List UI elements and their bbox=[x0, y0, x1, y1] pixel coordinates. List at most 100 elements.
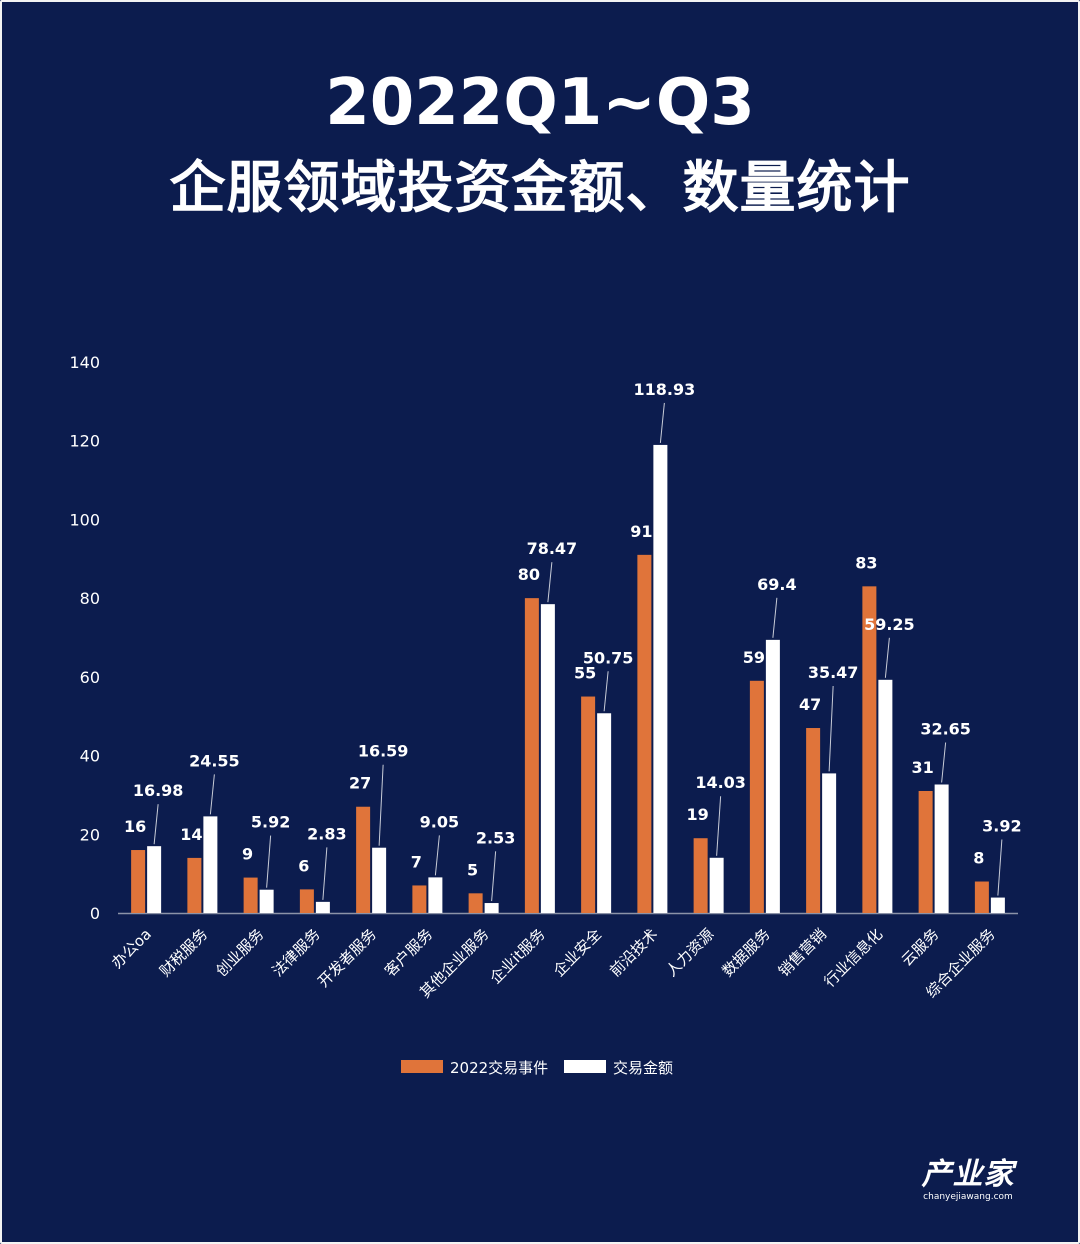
data-label-amount: 118.93 bbox=[634, 380, 696, 399]
data-label-amount: 14.03 bbox=[695, 773, 746, 792]
bar-交易金额 bbox=[653, 444, 668, 913]
y-tick-label: 20 bbox=[80, 825, 100, 844]
x-tick-label: 前沿技术 bbox=[606, 925, 661, 980]
leader-line bbox=[491, 851, 497, 902]
y-tick-label: 100 bbox=[69, 510, 100, 529]
data-label-events: 19 bbox=[686, 805, 708, 824]
data-label-amount: 50.75 bbox=[583, 648, 634, 667]
data-label-amount: 35.47 bbox=[808, 663, 859, 682]
x-tick-label: 办公oa bbox=[108, 925, 155, 972]
bar-交易金额 bbox=[934, 784, 949, 913]
bar-交易金额 bbox=[709, 857, 724, 913]
bar-交易金额 bbox=[428, 877, 443, 913]
legend-label-2022交易事件: 2022交易事件 bbox=[450, 1059, 548, 1077]
data-label-amount: 16.59 bbox=[358, 742, 409, 761]
bar-交易金额 bbox=[597, 713, 612, 913]
x-tick-label: 企业安全 bbox=[550, 925, 605, 980]
x-tick-label: 财税服务 bbox=[156, 925, 211, 980]
x-tick-label: 云服务 bbox=[898, 925, 943, 970]
data-label-events: 83 bbox=[855, 553, 877, 572]
bar-交易金额 bbox=[822, 773, 837, 913]
bar-2022交易事件 bbox=[806, 728, 821, 913]
bar-2022交易事件 bbox=[974, 881, 989, 913]
data-label-events: 91 bbox=[630, 522, 652, 541]
leader-line bbox=[772, 597, 778, 638]
data-label-amount: 2.83 bbox=[307, 824, 346, 843]
bar-2022交易事件 bbox=[693, 838, 708, 913]
data-label-amount: 2.53 bbox=[476, 828, 515, 847]
brand-logo-url: chanyejiawang.com bbox=[923, 1192, 1013, 1202]
data-label-events: 59 bbox=[743, 648, 765, 667]
leader-line bbox=[153, 804, 159, 845]
data-label-events: 80 bbox=[518, 565, 540, 584]
leader-line bbox=[716, 796, 722, 856]
data-label-amount: 32.65 bbox=[920, 719, 971, 738]
x-tick-label: 创业服务 bbox=[212, 925, 267, 980]
title-line-1: 2022Q1~Q3 bbox=[325, 66, 755, 140]
leader-line bbox=[884, 637, 890, 678]
legend-swatch-2022交易事件 bbox=[401, 1060, 443, 1073]
data-label-amount: 3.92 bbox=[982, 817, 1021, 836]
data-label-amount: 16.98 bbox=[133, 781, 184, 800]
bar-2022交易事件 bbox=[637, 554, 652, 913]
y-tick-label: 60 bbox=[80, 668, 100, 687]
data-label-events: 16 bbox=[124, 817, 146, 836]
leader-line bbox=[997, 839, 1003, 896]
y-tick-label: 80 bbox=[80, 589, 100, 608]
data-label-events: 7 bbox=[411, 852, 422, 871]
bar-交易金额 bbox=[372, 847, 387, 913]
brand-logo: 产业家 chanyejiawang.com bbox=[908, 1157, 1028, 1203]
leader-line bbox=[659, 402, 665, 443]
brand-logo-name: 产业家 bbox=[921, 1157, 1015, 1192]
leader-line bbox=[547, 562, 553, 603]
bar-2022交易事件 bbox=[468, 893, 483, 913]
y-tick-label: 140 bbox=[69, 353, 100, 372]
bar-2022交易事件 bbox=[862, 586, 877, 913]
x-tick-label: 人力资源 bbox=[662, 925, 717, 980]
bar-2022交易事件 bbox=[412, 885, 427, 913]
leader-line bbox=[941, 742, 947, 783]
y-tick-label: 40 bbox=[80, 747, 100, 766]
bar-2022交易事件 bbox=[918, 790, 933, 913]
bar-交易金额 bbox=[540, 604, 555, 913]
leader-line bbox=[434, 835, 440, 876]
data-label-amount: 59.25 bbox=[864, 615, 915, 634]
bar-2022交易事件 bbox=[749, 680, 764, 913]
bar-2022交易事件 bbox=[187, 857, 202, 913]
data-label-amount: 78.47 bbox=[527, 539, 578, 558]
leader-line bbox=[378, 764, 384, 846]
chart-title: 2022Q1~Q3 企服领域投资金额、数量统计 bbox=[0, 60, 1080, 232]
leader-line bbox=[266, 835, 272, 888]
x-tick-label: 法律服务 bbox=[269, 925, 324, 980]
bar-交易金额 bbox=[765, 639, 780, 913]
legend-label-交易金额: 交易金额 bbox=[613, 1059, 673, 1077]
leader-line bbox=[603, 671, 609, 712]
data-label-amount: 9.05 bbox=[420, 812, 459, 831]
data-label-events: 27 bbox=[349, 774, 371, 793]
x-tick-label: 销售营销 bbox=[775, 925, 830, 980]
bar-交易金额 bbox=[990, 897, 1005, 913]
y-tick-label: 0 bbox=[90, 904, 100, 923]
data-label-events: 6 bbox=[298, 856, 309, 875]
bar-2022交易事件 bbox=[131, 850, 146, 913]
leader-line bbox=[322, 847, 328, 900]
bar-交易金额 bbox=[203, 816, 218, 913]
x-tick-label: 客户服务 bbox=[381, 925, 436, 980]
data-label-events: 8 bbox=[973, 849, 984, 868]
x-tick-label: 数据服务 bbox=[719, 925, 774, 980]
bar-2022交易事件 bbox=[356, 806, 371, 913]
x-tick-label: 行业信息化 bbox=[820, 925, 886, 991]
data-label-events: 55 bbox=[574, 664, 596, 683]
data-label-events: 14 bbox=[180, 825, 202, 844]
data-label-events: 5 bbox=[467, 860, 478, 879]
data-label-amount: 24.55 bbox=[189, 751, 240, 770]
bar-2022交易事件 bbox=[524, 598, 539, 913]
y-tick-label: 120 bbox=[69, 432, 100, 451]
bar-交易金额 bbox=[315, 901, 330, 913]
bar-2022交易事件 bbox=[581, 696, 596, 913]
data-label-events: 31 bbox=[911, 758, 933, 777]
data-label-amount: 5.92 bbox=[251, 813, 290, 832]
legend-swatch-交易金额 bbox=[564, 1060, 606, 1073]
bar-交易金额 bbox=[147, 846, 162, 913]
